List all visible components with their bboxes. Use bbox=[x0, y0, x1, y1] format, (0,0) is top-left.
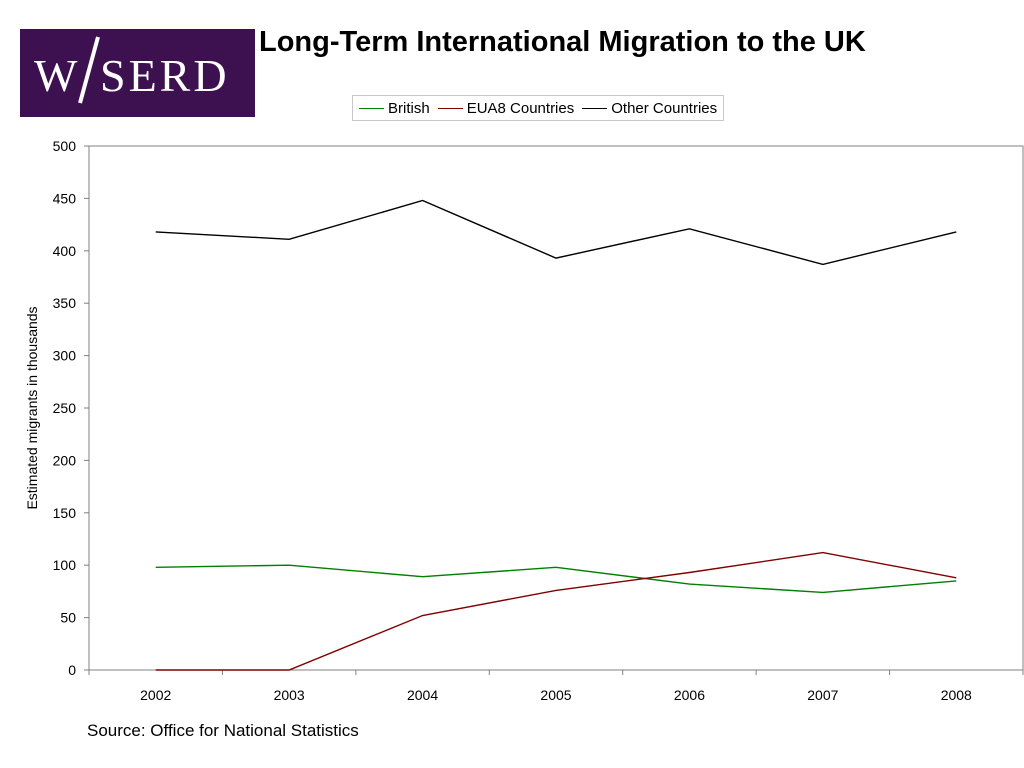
y-tick-label: 450 bbox=[53, 190, 77, 206]
svg-text:SERD: SERD bbox=[100, 50, 230, 101]
x-tick-label: 2003 bbox=[274, 687, 305, 703]
chart-title: Long-Term International Migration to the… bbox=[259, 26, 866, 58]
y-tick-label: 350 bbox=[53, 295, 77, 311]
legend-item-other: Other Countries bbox=[582, 100, 717, 117]
x-tick-label: 2008 bbox=[941, 687, 972, 703]
y-tick-label: 100 bbox=[53, 557, 77, 573]
legend-label-other: Other Countries bbox=[611, 99, 718, 117]
y-tick-label: 250 bbox=[53, 400, 77, 416]
legend-swatch-eua8 bbox=[437, 107, 463, 109]
y-tick-label: 150 bbox=[53, 505, 77, 521]
legend-item-british: British bbox=[359, 100, 430, 117]
series-line-british bbox=[155, 564, 957, 594]
series-line-other-countries bbox=[155, 199, 957, 266]
legend-swatch-other bbox=[582, 107, 608, 109]
x-tick-label: 2002 bbox=[140, 687, 171, 703]
x-tick-label: 2004 bbox=[407, 687, 438, 703]
wiserd-logo-mark: W SERD bbox=[34, 36, 230, 104]
plot-area bbox=[88, 145, 1024, 671]
svg-text:W: W bbox=[34, 50, 79, 101]
source-note: Source: Office for National Statistics bbox=[87, 721, 359, 740]
legend-label-british: British bbox=[388, 99, 430, 117]
y-tick-label: 500 bbox=[53, 138, 77, 154]
wiserd-logo: W SERD bbox=[20, 29, 255, 117]
legend-item-eua8: EUA8 Countries bbox=[437, 99, 575, 117]
chart-legend: British EUA8 Countries Other Countries bbox=[352, 95, 725, 121]
y-tick-label: 50 bbox=[60, 610, 76, 626]
y-tick-label: 300 bbox=[53, 348, 77, 364]
x-tick-label: 2007 bbox=[807, 687, 838, 703]
series-line-eua8-countries bbox=[155, 551, 957, 671]
y-tick-label: 200 bbox=[53, 452, 77, 468]
x-tick-label: 2006 bbox=[674, 687, 705, 703]
y-tick-label: 400 bbox=[53, 243, 77, 259]
legend-label-eua8: EUA8 Countries bbox=[466, 99, 575, 117]
y-tick-label: 0 bbox=[68, 662, 76, 678]
x-tick-label: 2005 bbox=[540, 687, 571, 703]
legend-swatch-british bbox=[359, 107, 384, 109]
